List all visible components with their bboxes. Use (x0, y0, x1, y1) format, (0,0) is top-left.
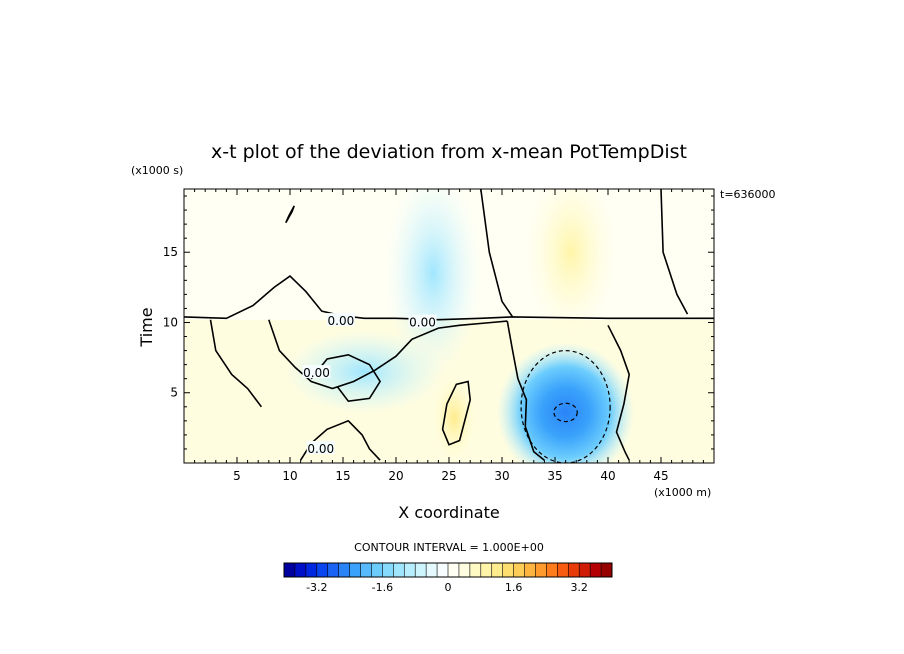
colorbar-swatch (294, 563, 307, 577)
colorbar-swatch (371, 563, 383, 577)
time-stamp-label: t=636000 (720, 188, 776, 201)
x-tick-label: 35 (547, 469, 562, 483)
zero-contour-right-loop (506, 320, 545, 461)
colorbar-tick-label: 3.2 (570, 581, 588, 594)
colorbar-frame (283, 562, 613, 578)
colorbar-tick-label: 0 (445, 581, 452, 594)
x-tick-label: 5 (233, 469, 241, 483)
colorbar-swatch (524, 563, 536, 577)
contour-label: 0.00 (328, 314, 355, 328)
contour-label: 0.00 (307, 442, 334, 456)
warm-streak (433, 375, 476, 461)
colorbar-swatch (480, 563, 493, 577)
contour-label: 0.00 (409, 315, 436, 329)
colorbar-swatch (458, 563, 471, 577)
contour-label: 0.00 (303, 366, 330, 380)
colorbar-swatch (601, 563, 613, 577)
colorbar-swatch (491, 563, 503, 577)
colorbar-swatch (557, 563, 569, 577)
colorbar-swatch (415, 563, 427, 577)
tick-layer: 5 10 15 20 25 30 35 40 45 5 10 15 (163, 189, 714, 483)
y-tick-label: 10 (163, 315, 178, 329)
zero-contour-warm-streak (441, 380, 472, 446)
colorbar-swatch (448, 563, 460, 577)
colorbar-tick-label: -1.6 (372, 581, 393, 594)
zero-contour-far-right (660, 189, 689, 315)
colorbar: -3.2 -1.6 0 1.6 3.2 (283, 562, 613, 594)
colorbar-swatch (579, 563, 591, 577)
colorbar-swatch (568, 563, 580, 577)
x-tick-label: 45 (653, 469, 668, 483)
colorbar-swatch (360, 563, 372, 577)
x-axis-label: X coordinate (398, 503, 499, 522)
contour-label-bg (408, 314, 437, 328)
colorbar-swatch (338, 563, 350, 577)
upper-positive-plume (523, 189, 619, 344)
chart-title: x-t plot of the deviation from x-mean Po… (211, 141, 687, 163)
colorbar-swatch (502, 563, 514, 577)
y-units-label: (x1000 s) (131, 164, 183, 177)
colorbar-tick-label: -3.2 (306, 581, 327, 594)
x-tick-label: 10 (282, 469, 297, 483)
colorbar-swatch (535, 563, 547, 577)
contour-interval-label: CONTOUR INTERVAL = 1.000E+00 (354, 541, 544, 554)
zero-contour-right-front (480, 189, 514, 318)
contour-label-bg (302, 365, 331, 379)
colorbar-swatch (284, 563, 296, 577)
contour-label-bg (306, 440, 335, 454)
colorbar-swatch (404, 563, 416, 577)
colorbar-tick-label: 1.6 (505, 581, 523, 594)
y-axis-label: Time (137, 307, 156, 347)
colorbar-swatch (316, 563, 329, 577)
contour-label-bg (326, 313, 355, 327)
colorbar-swatch (327, 563, 339, 577)
colorbar-swatch (546, 563, 558, 577)
colorbar-swatch (513, 563, 525, 577)
x-units-label: (x1000 m) (654, 486, 711, 499)
zero-contour-upper-island (285, 205, 295, 224)
zero-contour-inner-tongue (310, 353, 382, 403)
upper-negative-plume (385, 189, 481, 379)
colorbar-swatch (305, 563, 318, 577)
zero-contour-left-front (209, 319, 263, 408)
zero-contour-tongue (268, 319, 508, 390)
field-layer: 0.00 0.00 0.00 0.00 (184, 189, 714, 463)
colorbar-swatch (382, 563, 394, 577)
x-tick-label: 25 (441, 469, 456, 483)
x-tick-label: 40 (600, 469, 615, 483)
colorbar-swatch (437, 563, 449, 577)
zero-contour-right-edge (607, 324, 631, 461)
x-tick-label: 20 (388, 469, 403, 483)
colorbar-swatch (426, 563, 438, 577)
cold-core (496, 342, 635, 463)
cold-tongue (284, 329, 444, 414)
colorbar-swatch (349, 563, 361, 577)
y-tick-label: 15 (163, 245, 178, 259)
negative-contour-inner (553, 402, 578, 423)
colorbar-swatch (469, 563, 482, 577)
x-tick-label: 30 (494, 469, 509, 483)
colorbar-swatch (393, 563, 405, 577)
x-tick-label: 15 (335, 469, 350, 483)
colorbar-swatch (590, 563, 602, 577)
y-tick-label: 5 (170, 386, 178, 400)
